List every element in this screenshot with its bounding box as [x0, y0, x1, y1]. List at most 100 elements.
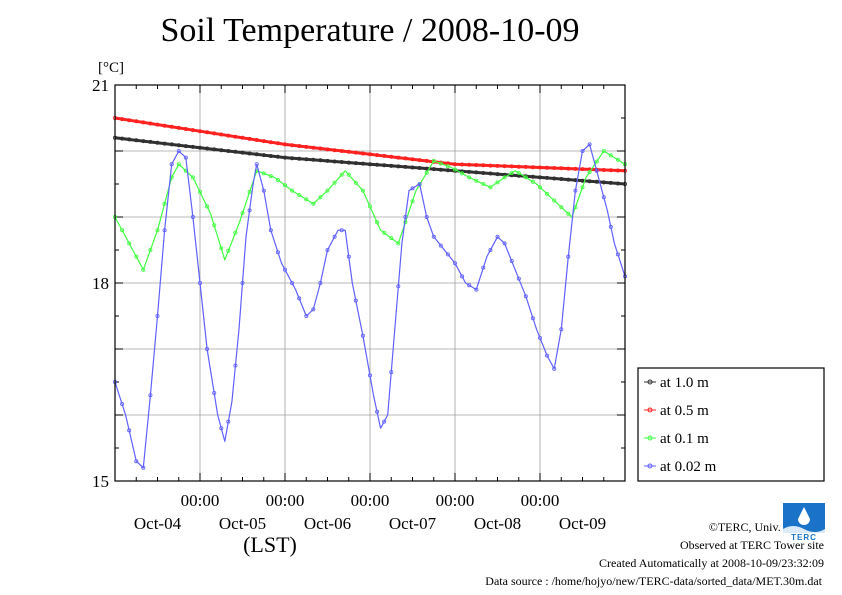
data-point — [176, 125, 181, 130]
data-point — [559, 327, 564, 332]
data-point — [318, 280, 323, 285]
legend-label: at 1.0 m — [660, 375, 709, 391]
data-point — [275, 250, 280, 255]
data-point — [523, 175, 528, 180]
data-point — [417, 181, 422, 186]
data-point — [360, 333, 365, 338]
data-point — [495, 180, 500, 185]
data-point — [396, 241, 401, 246]
data-point — [375, 409, 380, 414]
data-point — [360, 151, 365, 156]
data-point — [268, 228, 273, 233]
data-point — [382, 419, 387, 424]
data-point — [403, 214, 408, 219]
data-point — [481, 170, 486, 175]
data-point — [127, 137, 132, 142]
data-point — [545, 165, 550, 170]
data-point — [148, 139, 153, 144]
data-point — [353, 298, 358, 303]
data-point — [516, 164, 521, 169]
creation-time-note: Created Automatically at 2008-10-09/23:3… — [599, 556, 824, 570]
data-point — [495, 234, 500, 239]
data-point — [460, 162, 465, 167]
data-point — [467, 169, 472, 174]
data-point — [134, 254, 139, 259]
data-point — [389, 154, 394, 159]
plot-frame — [114, 84, 626, 482]
data-point — [219, 148, 224, 153]
data-point — [290, 280, 295, 285]
data-point — [580, 178, 585, 183]
series-markers — [113, 142, 628, 470]
data-point — [162, 141, 167, 146]
data-point — [566, 166, 571, 171]
data-point — [474, 170, 479, 175]
data-point — [495, 172, 500, 177]
data-point — [580, 185, 585, 190]
data-point — [240, 280, 245, 285]
data-point — [162, 228, 167, 233]
data-point — [197, 145, 202, 150]
data-point — [587, 179, 592, 184]
data-point — [474, 178, 479, 183]
data-point — [552, 165, 557, 170]
data-point — [311, 157, 316, 162]
data-point — [226, 133, 231, 138]
data-point — [197, 280, 202, 285]
data-point — [233, 149, 238, 154]
data-point — [233, 230, 238, 235]
data-point — [190, 175, 195, 180]
terc-logo: TERC — [783, 503, 825, 541]
data-point — [176, 148, 181, 153]
data-point — [346, 149, 351, 154]
data-point — [275, 141, 280, 146]
data-point — [261, 139, 266, 144]
data-point — [467, 283, 472, 288]
legend-label: at 0.5 m — [660, 403, 709, 419]
data-point — [176, 143, 181, 148]
data-point — [438, 167, 443, 172]
data-point — [197, 129, 202, 134]
data-point — [155, 313, 160, 318]
data-point — [396, 284, 401, 289]
data-point — [120, 401, 125, 406]
data-point — [282, 183, 287, 188]
data-point — [127, 118, 132, 123]
data-point — [332, 159, 337, 164]
data-point — [615, 168, 620, 173]
data-point — [509, 170, 514, 175]
data-point — [212, 147, 217, 152]
data-point — [403, 156, 408, 161]
data-point — [318, 146, 323, 151]
data-point — [141, 267, 146, 272]
series-line — [114, 136, 626, 186]
data-point — [339, 159, 344, 164]
data-point — [290, 156, 295, 161]
data-point — [346, 172, 351, 177]
data-point — [339, 228, 344, 233]
data-point — [615, 252, 620, 257]
data-point — [474, 287, 479, 292]
data-point — [120, 228, 125, 233]
data-point — [275, 154, 280, 159]
data-point — [467, 175, 472, 180]
data-point — [396, 155, 401, 160]
data-point — [389, 236, 394, 241]
data-point — [594, 168, 599, 173]
data-point — [268, 174, 273, 179]
data-point — [615, 181, 620, 186]
data-point — [282, 267, 287, 272]
data-point — [247, 151, 252, 156]
data-point — [190, 128, 195, 133]
data-point — [573, 166, 578, 171]
x-tick-date-label: Oct-09 — [559, 514, 606, 533]
data-point — [431, 234, 436, 239]
data-point — [538, 185, 543, 190]
data-point — [247, 189, 252, 194]
data-point — [353, 180, 358, 185]
data-point — [247, 208, 252, 213]
y-tick-label: 15 — [92, 472, 109, 491]
data-point — [530, 179, 535, 184]
chart-title: Soil Temperature / 2008-10-09 — [160, 12, 580, 49]
data-point — [467, 162, 472, 167]
